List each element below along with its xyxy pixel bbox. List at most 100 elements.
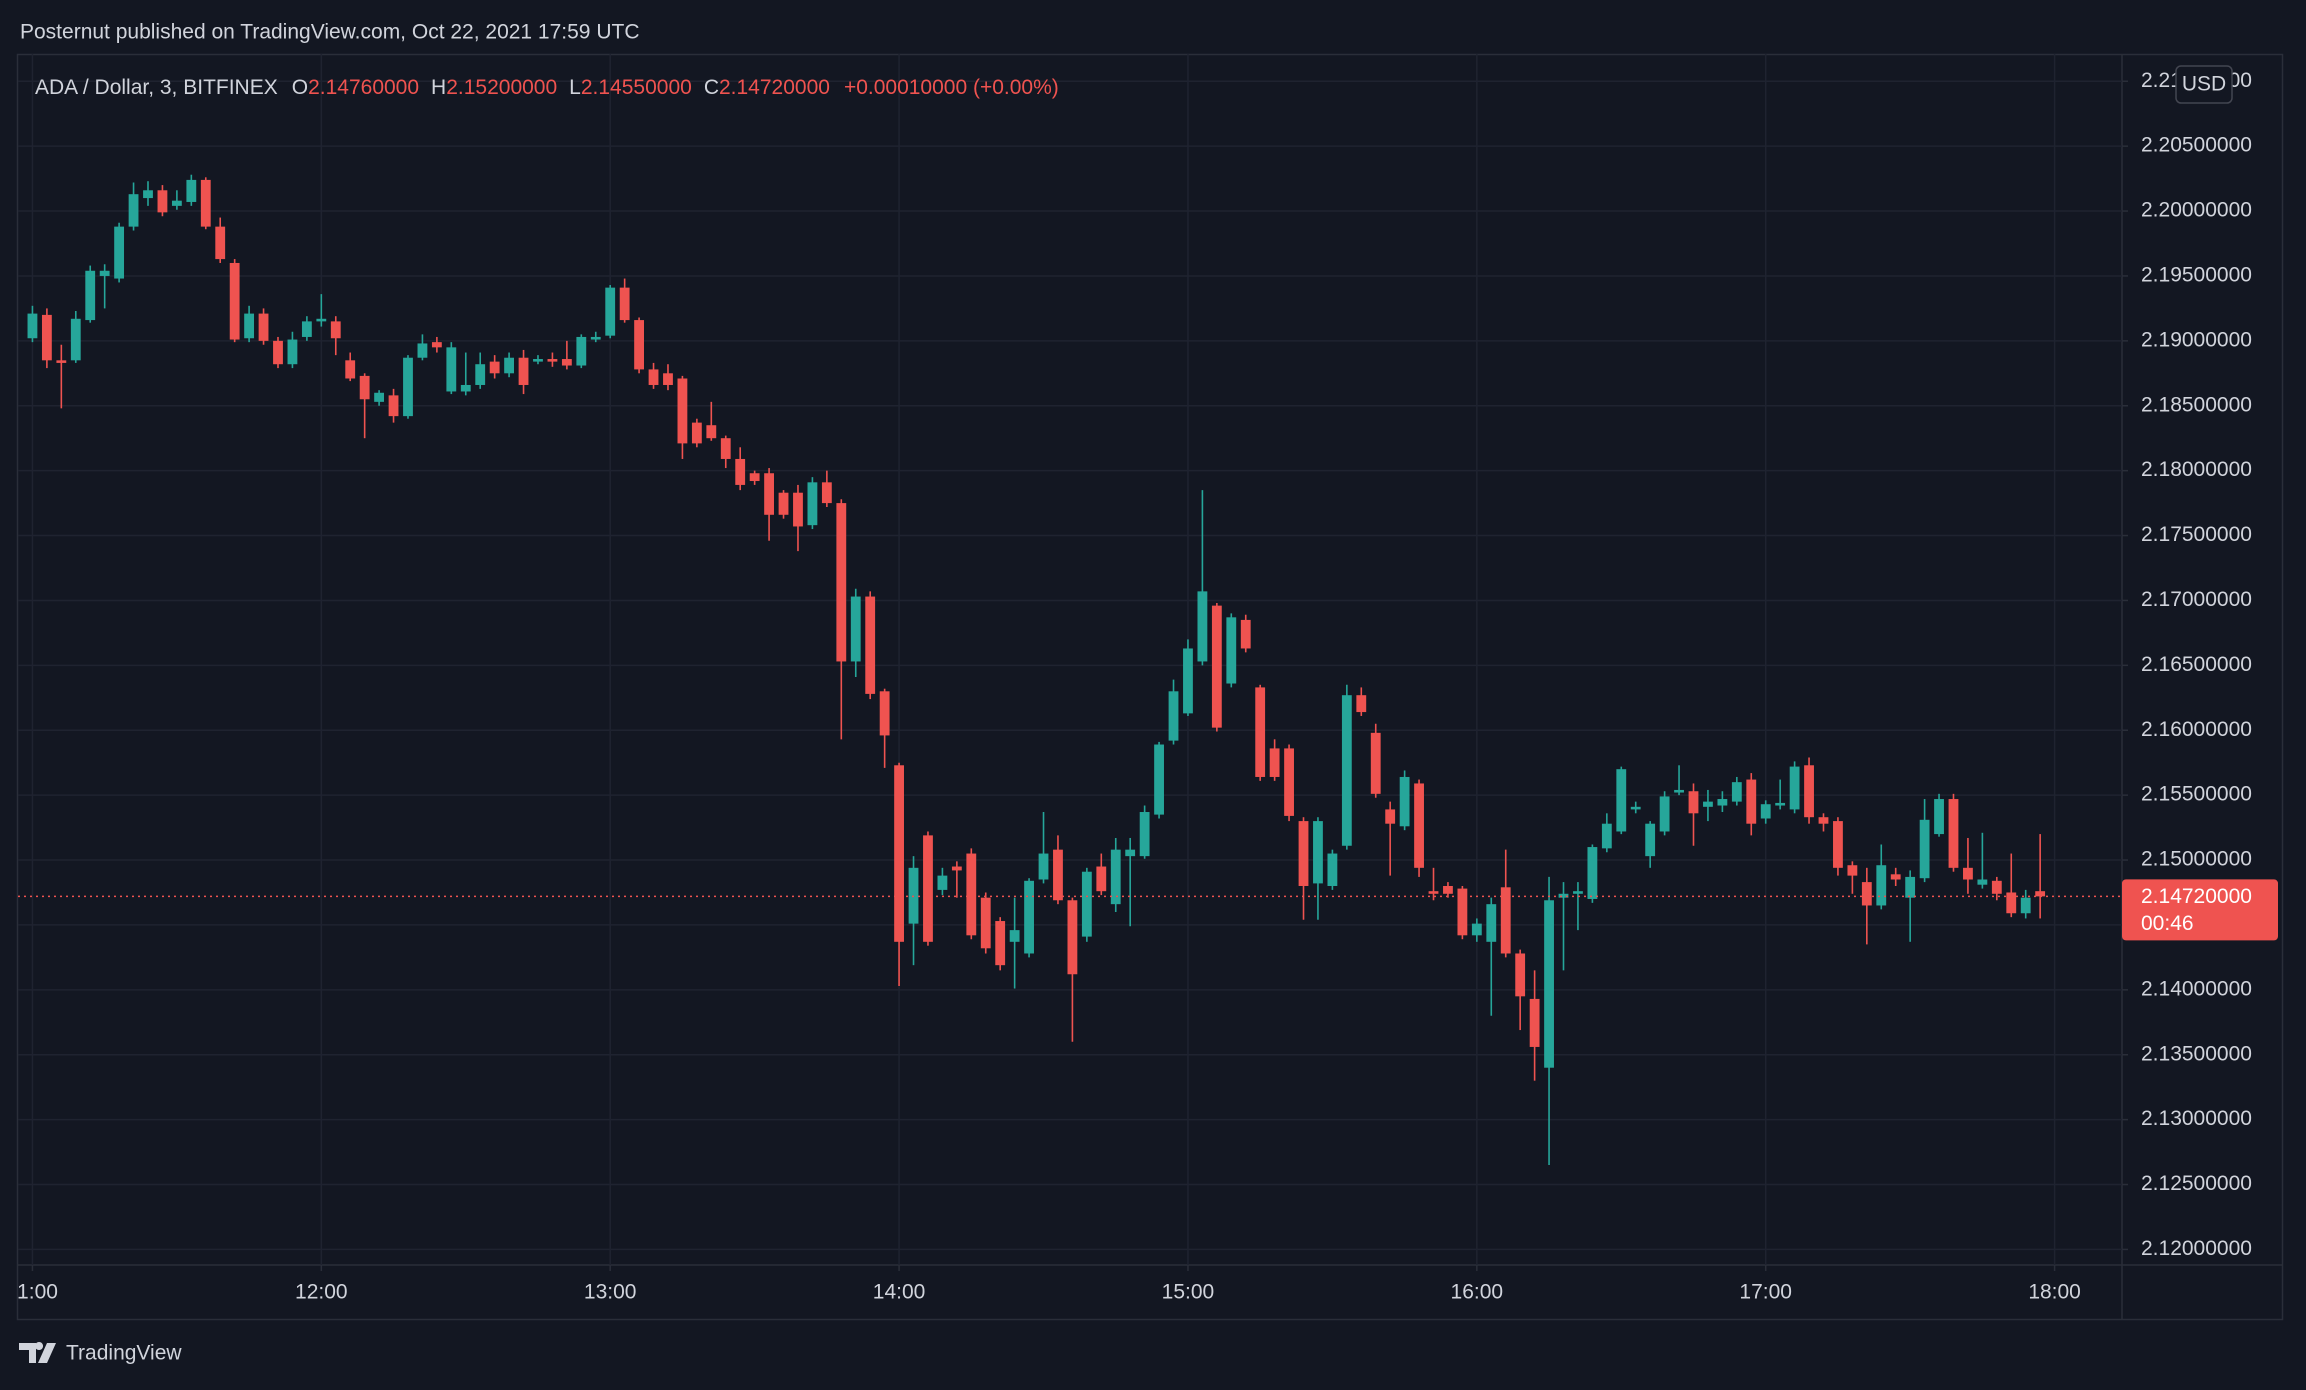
candle-body	[793, 492, 803, 527]
candle-body	[1067, 900, 1078, 975]
candle-body	[1818, 817, 1829, 824]
candle-body	[1471, 923, 1482, 936]
candle-body	[1977, 879, 1988, 885]
panel-border	[16, 53, 2284, 1321]
candle-body	[850, 596, 861, 662]
candle-body	[460, 384, 471, 392]
candle-body	[619, 287, 630, 321]
ohlc-key: L	[569, 76, 581, 99]
candle-body	[1659, 796, 1670, 832]
candle-body	[1948, 799, 1959, 868]
candle-body	[894, 765, 904, 942]
candle-body	[1674, 789, 1684, 793]
y-tick-label: 2.19500000	[2141, 263, 2252, 286]
candle-body	[951, 866, 962, 871]
candle-body	[1500, 887, 1511, 954]
candle-body	[1601, 823, 1612, 849]
candle-body	[1414, 783, 1424, 868]
x-tick-label: 17:00	[1739, 1281, 1792, 1304]
ohlc-key: O	[292, 76, 308, 99]
candle-body	[590, 336, 601, 340]
x-tick-label: 14:00	[873, 1281, 926, 1304]
candle-body	[720, 438, 731, 459]
candle-body	[1544, 900, 1554, 1068]
candle-body	[128, 194, 139, 227]
candle-body	[374, 392, 385, 402]
candle-body	[1688, 791, 1699, 814]
candle-body	[1876, 865, 1887, 906]
candle-body	[27, 313, 38, 339]
last-price-box	[2122, 879, 2278, 941]
y-tick-label: 2.16500000	[2141, 653, 2252, 676]
candle-body	[547, 359, 558, 362]
y-tick-label: 2.15500000	[2141, 783, 2252, 806]
candle-body	[735, 458, 746, 485]
candle-body	[1255, 687, 1266, 777]
candle-body	[648, 369, 659, 385]
candle-body	[605, 287, 616, 336]
plot-area	[18, 174, 2122, 1166]
y-tick-label: 2.12500000	[2141, 1172, 2252, 1195]
candle-body	[1991, 880, 2002, 894]
candle-body	[2020, 897, 2031, 914]
candle-body	[1139, 812, 1150, 857]
candle-body	[879, 691, 890, 736]
candle-body	[1919, 819, 1930, 879]
candle-body	[1211, 605, 1222, 728]
candle-body	[157, 190, 168, 213]
candle-body	[1934, 799, 1944, 835]
candle-body	[431, 342, 442, 348]
candle-body	[1645, 823, 1656, 857]
candle-body	[1457, 888, 1468, 936]
candle-body	[1327, 853, 1338, 886]
candle-body	[1038, 853, 1049, 880]
candle-body	[403, 357, 413, 417]
candle-body	[1298, 821, 1309, 886]
x-tick-label: 16:00	[1451, 1281, 1504, 1304]
candle-body	[1486, 904, 1497, 942]
currency-badge[interactable]: USD	[2175, 65, 2233, 104]
y-tick-label: 2.14000000	[2141, 977, 2252, 1000]
candle-body	[171, 200, 182, 206]
y-tick-label: 2.19000000	[2141, 328, 2252, 351]
candle-body	[1746, 779, 1757, 824]
candle-body	[518, 357, 529, 385]
brand: TradingView	[19, 1342, 182, 1365]
y-tick-label: 2.17000000	[2141, 588, 2252, 611]
candle-body	[706, 425, 717, 439]
candle-body	[764, 473, 774, 515]
candle-body	[446, 347, 457, 392]
candle-body	[200, 179, 211, 227]
candle-body	[359, 375, 370, 400]
ohlc-value: 2.14720000	[719, 76, 830, 99]
candle-body	[70, 318, 81, 361]
candle-body	[749, 473, 760, 482]
candle-body	[691, 422, 702, 444]
candle-body	[1890, 874, 1901, 880]
candle-body	[417, 343, 428, 358]
x-tick-label: 12:00	[295, 1281, 348, 1304]
candle-body	[1370, 732, 1381, 794]
candle-body	[821, 482, 832, 504]
candle-body	[778, 492, 789, 515]
candle-body	[1616, 769, 1627, 832]
candle-body	[504, 357, 515, 374]
y-tick-label: 2.20500000	[2141, 134, 2252, 157]
y-tick-label: 2.18500000	[2141, 393, 2252, 416]
candle-body	[576, 336, 587, 366]
y-tick-label: 2.16000000	[2141, 718, 2252, 741]
currency-label[interactable]: USD	[2182, 73, 2226, 96]
candle-body	[1009, 930, 1020, 942]
currency-badge-box[interactable]	[2175, 65, 2233, 104]
candle-body	[1558, 893, 1569, 898]
candle-body	[966, 853, 977, 936]
candle-body	[316, 318, 327, 322]
candle-body	[258, 313, 269, 341]
candle-body	[865, 596, 876, 694]
price-change: +0.00010000 (+0.00%)	[844, 76, 1059, 99]
candle-body	[1963, 867, 1973, 880]
y-tick-label: 2.20000000	[2141, 199, 2252, 222]
candle-body	[388, 395, 399, 417]
candle-body	[1284, 748, 1294, 816]
